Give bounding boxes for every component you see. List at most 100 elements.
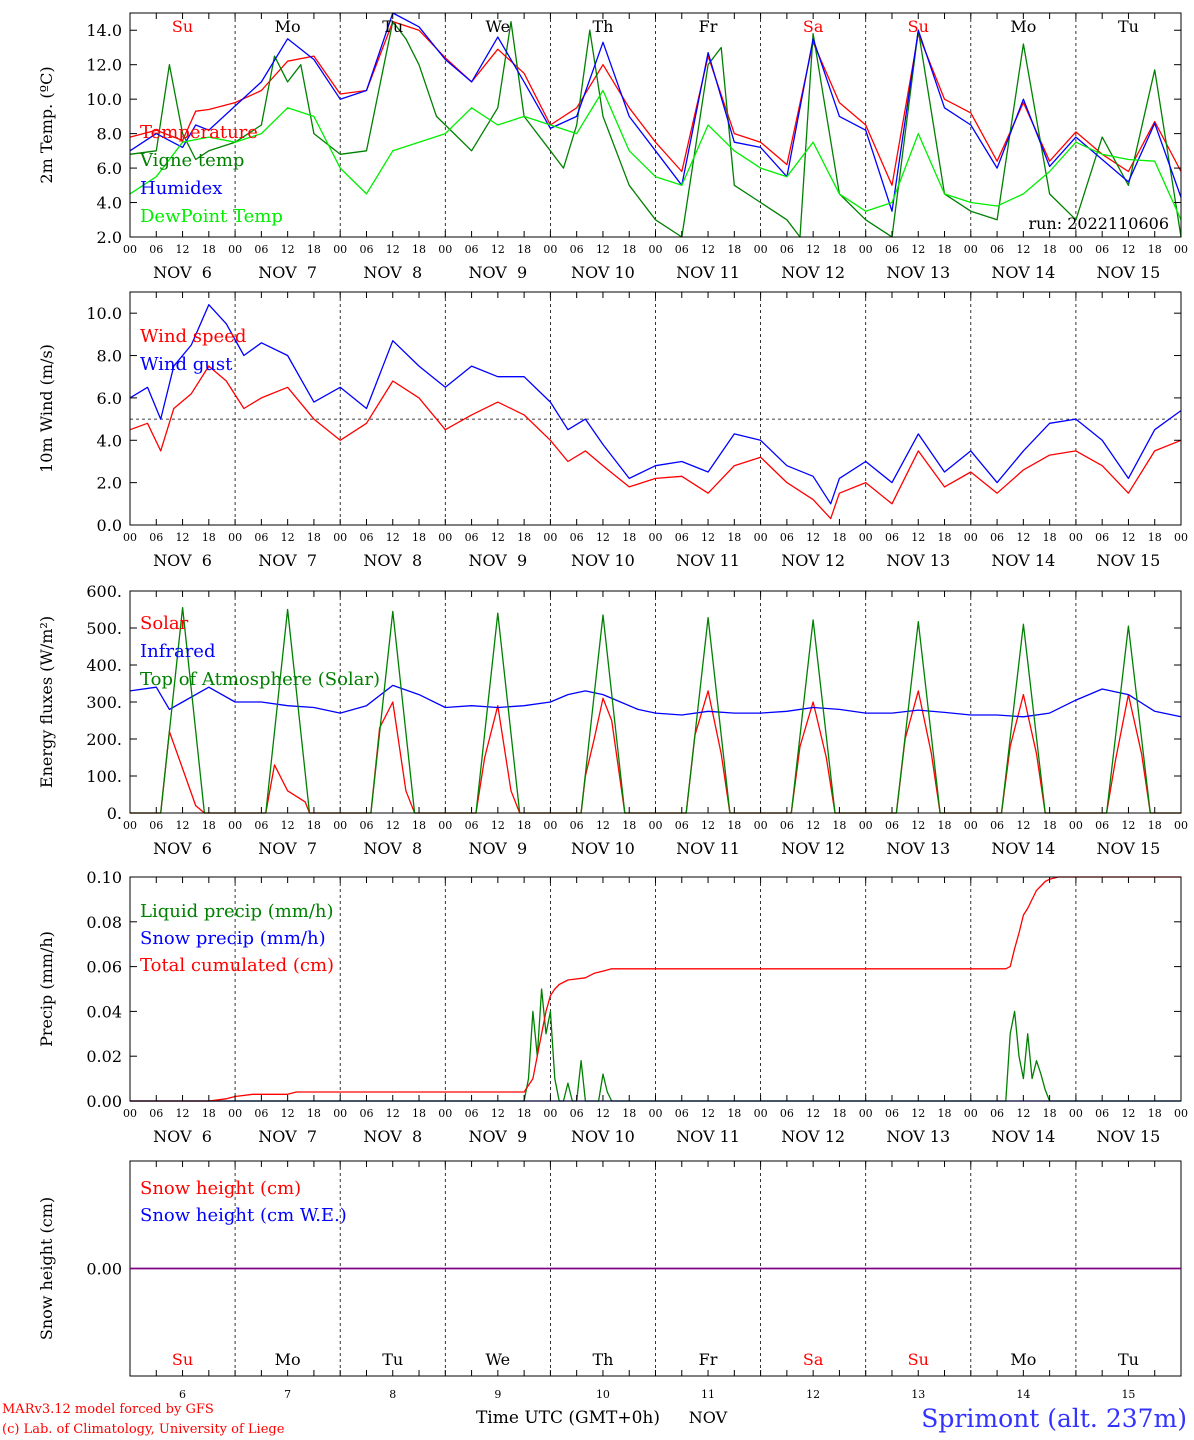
y-axis-title: Precip (mm/h) [37,931,56,1047]
hour-tick-label: 00 [1069,243,1083,256]
hour-tick-label: 06 [359,819,373,832]
hour-tick-label: 00 [859,819,873,832]
y-tick-label: 6.0 [97,159,122,178]
y-tick-label: 0.04 [86,1002,122,1021]
date-label: NOV 12 [781,263,845,282]
date-label: NOV 10 [571,263,635,282]
hour-tick-label: 00 [123,1107,137,1120]
date-label: NOV 7 [258,551,317,570]
y-tick-label: 4.0 [97,194,122,213]
hour-tick-label: 00 [438,243,452,256]
series-line-1 [129,365,1182,520]
date-label: NOV 6 [153,263,212,282]
y-tick-label: 0.10 [86,868,122,887]
hour-tick-label: 00 [543,243,557,256]
hour-tick-label: 06 [780,1107,794,1120]
hour-tick-label: 06 [149,819,163,832]
day-number-label: 9 [494,1388,501,1401]
hour-tick-label: 12 [701,531,715,544]
hour-tick-label: 06 [149,1107,163,1120]
hour-tick-label: 06 [675,243,689,256]
hour-tick-label: 12 [281,819,295,832]
hour-tick-label: 06 [570,531,584,544]
hour-tick-label: 00 [228,531,242,544]
hour-tick-label: 06 [990,531,1004,544]
hour-tick-label: 00 [438,819,452,832]
date-label: NOV 6 [153,1127,212,1146]
hour-tick-label: 00 [1174,243,1188,256]
date-label: NOV 15 [1097,839,1161,858]
hour-tick-label: 06 [885,819,899,832]
month-label: NOV [689,1408,728,1427]
y-tick-label: 12.0 [86,56,122,75]
y-tick-label: 14.0 [86,21,122,40]
location-title: Sprimont (alt. 237m) [921,1404,1187,1433]
hour-tick-label: 00 [438,531,452,544]
day-number-label: 7 [284,1388,291,1401]
hour-tick-label: 12 [176,819,190,832]
y-tick-label: 0.00 [86,1260,122,1279]
hour-tick-label: 18 [307,531,321,544]
hour-tick-label: 06 [1095,819,1109,832]
panel-1: 2.0 4.0 6.0 8.0 10.0 12.0 14.0 2m Temp. (ºC) 00 0… [37,12,1188,282]
y-tick-label: 8.0 [97,125,122,144]
hour-tick-label: 18 [1148,531,1162,544]
hour-tick-label: 18 [202,531,216,544]
hour-tick-label: 18 [1148,243,1162,256]
date-label: NOV 15 [1097,1127,1161,1146]
legend-entry: Snow height (cm W.E.) [140,1205,347,1226]
weekday-label: Mo [275,1350,301,1369]
legend-entry: Total cumulated (cm) [140,955,334,976]
day-number-label: 12 [806,1388,820,1401]
date-label: NOV 13 [886,839,950,858]
hour-tick-label: 18 [727,243,741,256]
hour-tick-label: 18 [307,243,321,256]
hour-tick-label: 18 [832,243,846,256]
weekday-label: Th [592,17,613,36]
hour-tick-label: 00 [1174,531,1188,544]
series-line-2 [129,684,1182,718]
hour-tick-label: 00 [754,531,768,544]
hour-tick-label: 00 [123,243,137,256]
hour-tick-label: 12 [386,531,400,544]
hour-tick-label: 00 [649,819,663,832]
date-label: NOV 8 [363,1127,422,1146]
series-line-3 [130,876,1181,1102]
series-line-3 [129,12,1182,212]
hour-tick-label: 00 [649,1107,663,1120]
series-line-2 [129,20,1182,238]
hour-tick-label: 18 [727,1107,741,1120]
hour-tick-label: 18 [412,243,426,256]
y-tick-label: 0.06 [86,958,122,977]
hour-tick-label: 00 [964,819,978,832]
run-label: run: 2022110606 [1028,214,1169,233]
weekday-label: Mo [275,17,301,36]
hour-tick-label: 06 [465,1107,479,1120]
series-line-1 [130,690,1181,814]
weekday-label: Mo [1010,1350,1036,1369]
hour-tick-label: 18 [307,819,321,832]
y-tick-label: 500. [86,619,122,638]
hour-tick-label: 18 [202,819,216,832]
hour-tick-label: 00 [543,1107,557,1120]
hour-tick-label: 06 [359,243,373,256]
date-label: NOV 12 [781,839,845,858]
hour-tick-label: 18 [938,243,952,256]
hour-tick-label: 12 [176,243,190,256]
hour-tick-label: 12 [596,531,610,544]
hour-tick-label: 00 [543,531,557,544]
hour-tick-label: 18 [832,1107,846,1120]
hour-tick-label: 06 [675,1107,689,1120]
date-label: NOV 8 [363,263,422,282]
hour-tick-label: 12 [596,1107,610,1120]
date-label: NOV 14 [991,1127,1055,1146]
legend-entry: DewPoint Temp [140,206,283,227]
hour-tick-label: 18 [622,531,636,544]
hour-tick-label: 12 [386,243,400,256]
hour-tick-label: 12 [701,1107,715,1120]
hour-tick-label: 18 [202,243,216,256]
hour-tick-label: 12 [281,531,295,544]
hour-tick-label: 06 [465,531,479,544]
y-tick-label: 10.0 [86,304,122,323]
date-label: NOV 11 [676,263,740,282]
